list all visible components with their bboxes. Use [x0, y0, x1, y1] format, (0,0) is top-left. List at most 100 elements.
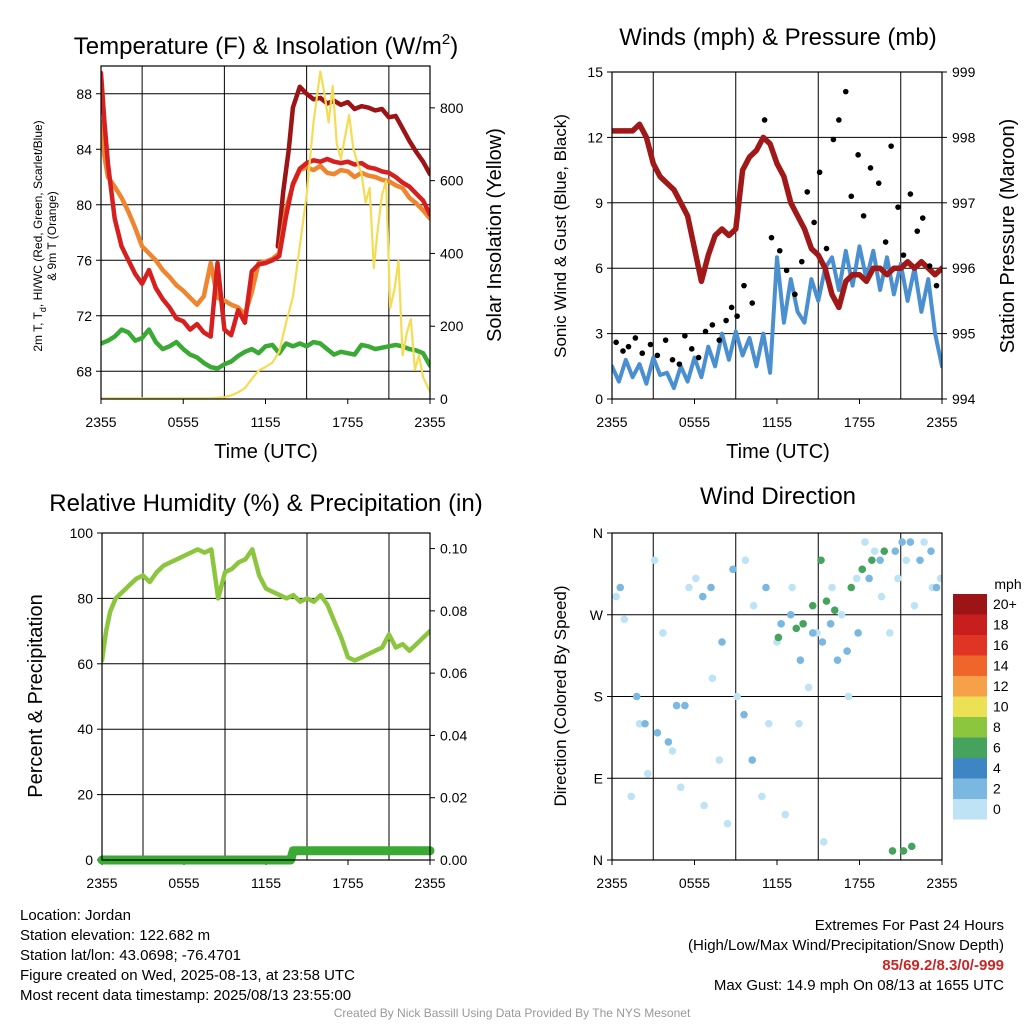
dir-point [672, 701, 681, 710]
speed-legend-label: 12 [993, 678, 1009, 694]
dir-point [830, 606, 839, 615]
dir-point [685, 583, 693, 592]
rh-xtick-label: 0555 [168, 875, 199, 891]
dir-point [692, 574, 700, 583]
dir-point [620, 615, 629, 624]
temp-border [100, 65, 431, 400]
dir-point [818, 638, 827, 646]
rh-y2tick-label: 0.10 [440, 541, 467, 557]
dir-point [854, 629, 862, 637]
dir-point [786, 610, 795, 619]
speed-legend-label: 8 [993, 719, 1001, 735]
extremes-title: Extremes For Past 24 Hours [814, 917, 1004, 934]
pressure-line [612, 121, 942, 311]
dir-point [876, 556, 884, 565]
dir-point [681, 701, 689, 710]
dir-point [877, 592, 886, 601]
figure-created: Figure created on Wed, 2025-08-13, at 23… [20, 967, 355, 984]
rh-ylabel: Percent & Precipitation [25, 594, 47, 797]
wind-frame: 0 3 6 9 12 15 994 995 996 997 998 999 2355 0555 1155 17… [587, 64, 975, 430]
dir-point [792, 624, 801, 633]
dir-point [833, 656, 842, 664]
wind-ytick-label: 15 [587, 64, 603, 80]
dir-point [916, 556, 924, 565]
gust-point [926, 263, 933, 269]
dir-point [828, 583, 836, 592]
temp-xtick-label: 1155 [250, 414, 280, 430]
rh-frame: 0 20 40 60 80 100 0.00 0.02 0.04 0.06 0.08 0.10 2355… [70, 525, 468, 891]
dir-xtick-label: 1155 [762, 875, 792, 891]
dir-point [781, 810, 790, 819]
precip-line [97, 846, 435, 865]
rh-ytick-label: 20 [77, 787, 93, 803]
rh-y2tick-label: 0.06 [440, 665, 467, 681]
dir-point [774, 633, 783, 642]
dir-point [907, 842, 916, 851]
wind-xtick-label: 1755 [844, 414, 875, 430]
dir-point [932, 583, 941, 592]
gust-point [695, 354, 702, 361]
dir-point [902, 556, 911, 565]
gust-point [867, 165, 874, 171]
temp-ytick-label: 76 [76, 252, 92, 268]
wind-ytick-label: 6 [595, 260, 603, 276]
gust-point [749, 300, 756, 306]
gust-point [842, 88, 849, 95]
dir-point [826, 620, 835, 628]
gust-points [613, 88, 940, 367]
dir-title: Wind Direction [700, 483, 856, 510]
wind-y2tick-label: 995 [952, 326, 976, 342]
speed-legend-swatch [953, 594, 987, 615]
station-location: Location: Jordan [20, 907, 131, 924]
gust-point [792, 291, 798, 298]
gust-point [836, 117, 842, 123]
dir-point [888, 847, 897, 855]
rh-y2tick-label: 0.00 [440, 852, 467, 868]
speed-legend-label: 4 [993, 760, 1001, 776]
dir-point [764, 719, 773, 728]
rh-border [101, 532, 431, 861]
speed-legend-swatch [953, 778, 987, 799]
rh-xtick-label: 1755 [332, 875, 363, 891]
dir-point [700, 801, 708, 810]
gust-point [914, 228, 921, 234]
speed-legend-label: 14 [993, 658, 1009, 674]
dir-ytick-label: W [590, 607, 604, 623]
speed-legend-swatch [953, 635, 987, 656]
gust-point [682, 332, 688, 339]
speed-legend-label: 20+ [993, 596, 1017, 612]
rh-xtick-label: 2355 [86, 875, 117, 891]
speed-legend-swatch [953, 737, 987, 758]
dir-point [891, 547, 900, 555]
dir-point [936, 574, 942, 583]
temp-y2tick-label: 600 [440, 173, 464, 189]
temp-title-sup: 2 [442, 31, 450, 48]
wind-ytick-label: 9 [595, 195, 603, 211]
dir-frame: N E S W N 2355 0555 1155 1755 2355 [590, 525, 958, 891]
speed-legend: mph 20+ 18 16 14 12 10 8 6 4 2 0 [953, 576, 1022, 820]
gust-point [776, 247, 783, 254]
temp-ytick-label: 84 [76, 141, 92, 157]
speed-legend-label: 2 [993, 781, 1001, 797]
temp-ylabel-sub: d [38, 307, 48, 312]
max-gust: Max Gust: 14.9 mph On 08/13 at 1655 UTC [713, 977, 1004, 994]
dir-point [668, 747, 677, 755]
rh-title: Relative Humidity (%) & Precipitation (i… [49, 490, 482, 517]
dir-point [777, 620, 785, 628]
credit-line: Created By Nick Bassill Using Data Provi… [333, 1006, 691, 1020]
dir-ytick-label: N [593, 525, 603, 541]
dir-point [641, 719, 649, 728]
dir-points-group [774, 547, 916, 855]
speed-legend-label: 10 [993, 699, 1009, 715]
extremes-panel: Extremes For Past 24 Hours (High/Low/Max… [688, 916, 1004, 996]
gust-point [855, 152, 861, 158]
dir-points-group [616, 538, 941, 764]
dir-point [868, 556, 876, 565]
extremes-subtitle: (High/Low/Max Wind/Precipitation/Snow De… [688, 937, 1004, 954]
rh-y2tick-label: 0.04 [440, 727, 467, 743]
speed-legend-title: mph [994, 576, 1021, 592]
gust-point [647, 341, 654, 348]
wind-xtick-label: 0555 [679, 414, 710, 430]
dir-point [894, 574, 902, 583]
